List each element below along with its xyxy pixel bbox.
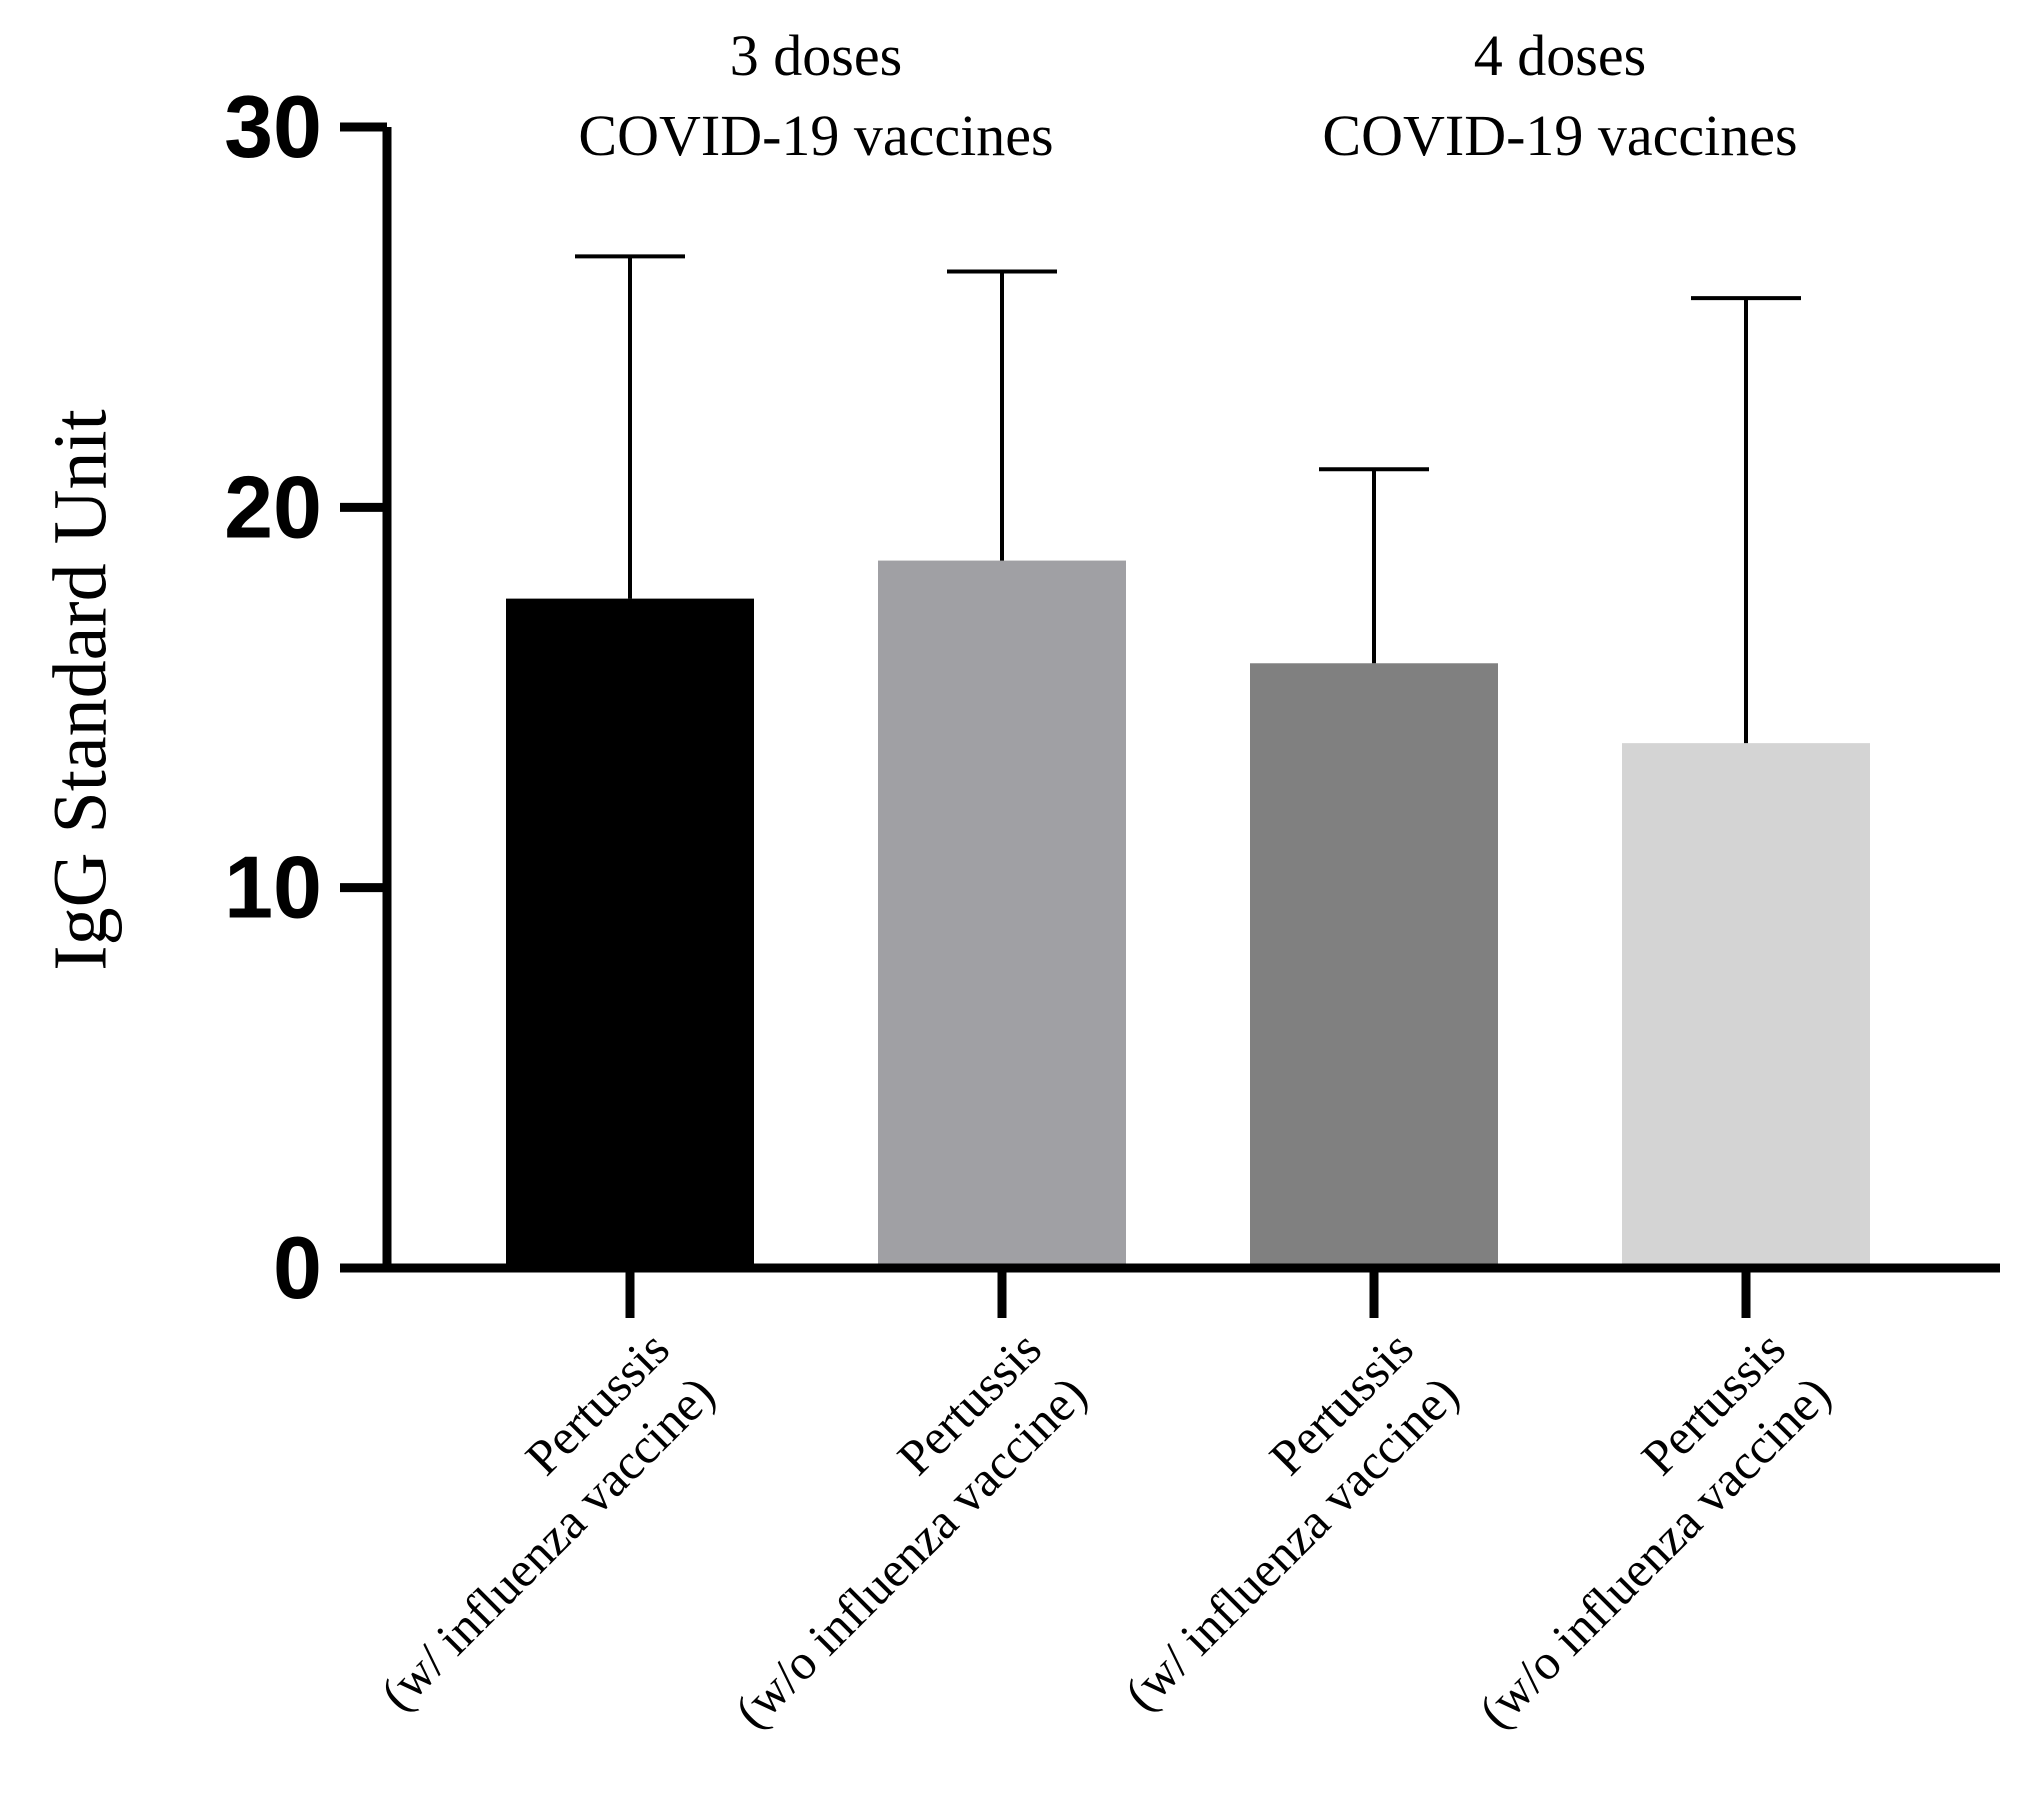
y-tick-label-20: 20	[224, 457, 322, 556]
bars-layer	[506, 560, 1870, 1268]
x-tick-label-2: Pertussis(w/o influenza vaccine)	[678, 1320, 1097, 1739]
category-labels-layer: Pertussis(w/ influenza vaccine) Pertussis…	[324, 1320, 1841, 1739]
y-axis-label: IgG Standard Unit	[38, 409, 122, 970]
group-labels-layer: 3 doses COVID-19 vaccines 4 doses COVID-19 …	[578, 23, 1797, 168]
group-label-1-line2: COVID-19 vaccines	[578, 103, 1053, 168]
axes-layer	[340, 127, 2000, 1273]
y-tick-label-0: 0	[273, 1218, 322, 1317]
bar-3	[1250, 663, 1498, 1268]
x-tick-label-1: Pertussis(w/ influenza vaccine)	[324, 1320, 725, 1721]
group-label-2-line1: 4 doses	[1474, 23, 1646, 88]
error-bars-layer	[575, 254, 1801, 744]
y-tick-label-10: 10	[224, 838, 322, 937]
bar-2	[878, 560, 1126, 1268]
x-tick-label-4: Pertussis(w/o influenza vaccine)	[1422, 1320, 1841, 1739]
x-tick-label-3: Pertussis(w/ influenza vaccine)	[1068, 1320, 1469, 1721]
group-label-2-line2: COVID-19 vaccines	[1322, 103, 1797, 168]
bar-4	[1622, 743, 1870, 1268]
group-label-1-line1: 3 doses	[730, 23, 902, 88]
bar-1	[506, 598, 754, 1268]
y-tick-label-30: 30	[224, 77, 322, 176]
y-ticks-layer: 0 10 20 30	[224, 77, 387, 1317]
x-ticks-layer	[625, 1268, 1751, 1318]
